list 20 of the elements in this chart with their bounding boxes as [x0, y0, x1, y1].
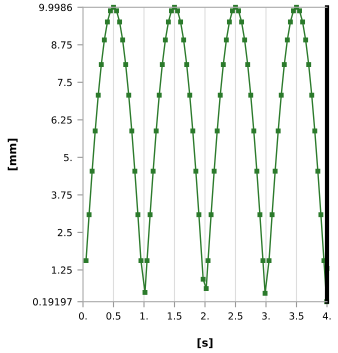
y-tick-label: 9.9986 — [39, 4, 72, 12]
y-tick-label: 6.25 — [52, 116, 72, 124]
y-tick-label: 5. — [64, 154, 72, 162]
y-tick-label: 8.75 — [52, 41, 72, 49]
y-tick-label: 0.19197 — [33, 298, 72, 306]
y-tick-label: 2.5 — [58, 228, 72, 236]
x-tick-label: 0.5 — [106, 312, 120, 320]
y-axis-title: [mm] — [8, 138, 18, 170]
y-tick-label: 7.5 — [58, 78, 72, 86]
x-tick-label: 2.5 — [228, 312, 242, 320]
x-tick-label: 3.5 — [290, 312, 304, 320]
x-tick-label: 3. — [262, 312, 270, 320]
x-axis-title: [s] — [198, 338, 212, 348]
x-tick-label: 0. — [79, 312, 87, 320]
x-tick-label: 1. — [140, 312, 148, 320]
x-tick-label: 1.5 — [168, 312, 182, 320]
x-tick-label: 4. — [322, 312, 331, 320]
y-tick-label: 3.75 — [52, 191, 72, 199]
x-tick-label: 2. — [201, 312, 209, 320]
y-tick-label: 1.25 — [52, 266, 72, 274]
